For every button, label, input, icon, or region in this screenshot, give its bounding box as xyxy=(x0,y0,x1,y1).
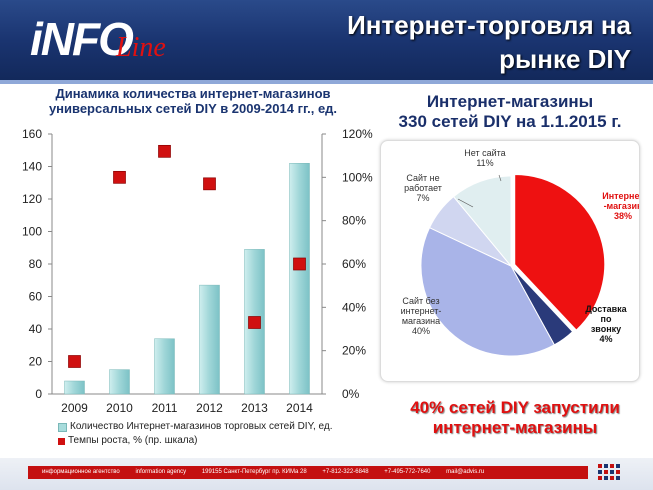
pie-title-line1: Интернет-магазины xyxy=(426,92,594,111)
pie-label-2: интернет- xyxy=(401,306,442,316)
bar-2009 xyxy=(64,380,85,395)
footer-dots-logo xyxy=(598,464,620,480)
growth-point-2013 xyxy=(248,316,261,329)
left-tick-label: 0 xyxy=(35,387,42,401)
growth-point-2010 xyxy=(113,170,126,184)
right-tick-label: 120% xyxy=(342,127,373,141)
footer: информационное агентство information age… xyxy=(0,458,653,490)
left-tick-label: 60 xyxy=(29,290,43,304)
bar-2014 xyxy=(289,163,310,395)
header-banner xyxy=(0,0,653,82)
legend-item-bars: Количество Интернет-магазинов торговых с… xyxy=(58,420,332,434)
footer-phone2: +7-495-772-7640 xyxy=(384,469,431,475)
pie-slice-2 xyxy=(420,227,556,357)
page-title-line1: Интернет-торговля на xyxy=(347,10,631,40)
page-title-line2: рынке DIY xyxy=(499,44,631,74)
bar-2010 xyxy=(109,369,130,395)
pie-label-1: звонку xyxy=(591,324,621,334)
header-divider xyxy=(0,80,653,84)
growth-point-2012 xyxy=(203,177,216,191)
footer-agency-en: information agency xyxy=(135,469,187,475)
right-tick-label: 60% xyxy=(342,257,366,271)
x-tick-label: 2013 xyxy=(241,401,268,415)
pie-slice-0 xyxy=(514,174,606,331)
left-tick-label: 20 xyxy=(29,355,43,369)
left-tick-label: 140 xyxy=(22,160,42,174)
pie-label-3: Сайт не xyxy=(406,173,439,183)
growth-point-2014 xyxy=(293,257,306,271)
pie-label-2: магазина xyxy=(402,316,440,326)
logo-line-text: Line xyxy=(116,32,166,63)
right-tick-label: 20% xyxy=(342,344,366,358)
bar-2012 xyxy=(199,284,220,395)
pie-leader-line xyxy=(498,174,502,182)
pie-slice-4 xyxy=(452,175,512,268)
pie-leader-line xyxy=(457,198,474,208)
pie-label-1: Доставка xyxy=(585,304,627,314)
pie-label-3: 7% xyxy=(416,193,429,203)
conclusion-line1: 40% сетей DIY запустили xyxy=(410,398,620,417)
right-tick-label: 40% xyxy=(342,300,366,314)
right-tick-label: 80% xyxy=(342,214,366,228)
pie-label-0: 38% xyxy=(614,211,632,221)
x-tick-label: 2009 xyxy=(61,401,88,415)
left-tick-label: 80 xyxy=(29,257,43,271)
pie-label-2: Сайт без xyxy=(402,296,439,306)
pie-chart-title: Интернет-магазины 330 сетей DIY на 1.1.2… xyxy=(380,92,640,132)
pie-label-3: работает xyxy=(404,183,442,193)
conclusion-line2: интернет-магазины xyxy=(432,418,598,437)
legend-label-bars: Количество Интернет-магазинов торговых с… xyxy=(70,421,333,432)
page-title: Интернет-торговля на рынке DIY xyxy=(331,8,631,76)
bar-2011 xyxy=(154,338,175,395)
bar-chart: 0 20 40 60 80 100 120 140 160 0% 20% 40% 60% 80% 100% 1… xyxy=(22,127,373,415)
footer-address: 199155 Санкт-Петербург пр. КИМа 28 xyxy=(201,469,307,475)
footer-email: mail@advis.ru xyxy=(446,469,485,475)
footer-phone1: +7-812-322-6848 xyxy=(322,469,369,475)
x-tick-label: 2011 xyxy=(152,401,178,415)
x-tick-label: 2014 xyxy=(286,401,313,415)
footer-contact-bar: информационное агентство information age… xyxy=(28,466,588,479)
legend-item-points: Темпы роста, % (пр. шкала) xyxy=(58,434,332,448)
pie-label-1: 4% xyxy=(599,334,612,344)
pie-title-line2: 330 сетей DIY на 1.1.2015 г. xyxy=(398,112,622,131)
bar-chart-legend: Количество Интернет-магазинов торговых с… xyxy=(58,420,332,448)
right-tick-label: 100% xyxy=(342,170,373,184)
pie-label-0: Интернет xyxy=(602,191,639,201)
pie-label-2: 40% xyxy=(412,326,430,336)
left-tick-label: 40 xyxy=(29,322,43,336)
x-tick-label: 2010 xyxy=(106,401,133,415)
pie-label-4: 11% xyxy=(476,158,493,168)
left-tick-label: 100 xyxy=(22,225,42,239)
growth-point-2011 xyxy=(158,144,171,158)
legend-swatch-bars xyxy=(58,422,67,432)
pie-label-4: Нет сайта xyxy=(464,148,505,158)
right-tick-label: 0% xyxy=(342,387,360,401)
legend-label-points: Темпы роста, % (пр. шкала) xyxy=(68,435,198,446)
pie-label-1: по xyxy=(601,314,612,324)
growth-point-2009 xyxy=(68,355,81,368)
footer-agency: информационное агентство xyxy=(42,469,120,475)
left-tick-label: 160 xyxy=(22,127,42,141)
conclusion-text: 40% сетей DIY запустили интернет-магазин… xyxy=(380,398,650,438)
logo-main-text: iNFO xyxy=(30,13,134,65)
x-tick-label: 2012 xyxy=(196,401,223,415)
left-tick-label: 120 xyxy=(22,192,42,206)
bar-chart-title: Динамика количества интернет-магазинов у… xyxy=(48,86,338,116)
pie-label-0: -магазин xyxy=(604,201,639,211)
legend-swatch-points xyxy=(58,437,65,445)
